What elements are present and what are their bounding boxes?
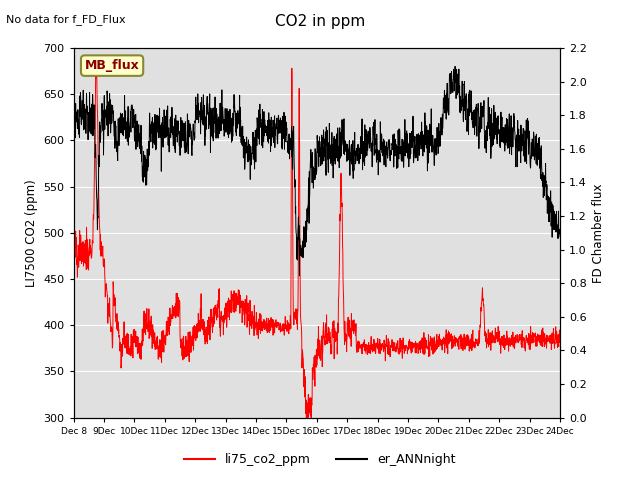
Y-axis label: FD Chamber flux: FD Chamber flux <box>593 183 605 283</box>
Y-axis label: LI7500 CO2 (ppm): LI7500 CO2 (ppm) <box>25 179 38 287</box>
Text: CO2 in ppm: CO2 in ppm <box>275 14 365 29</box>
Text: MB_flux: MB_flux <box>84 59 140 72</box>
Text: No data for f_FD_Flux: No data for f_FD_Flux <box>6 14 126 25</box>
Legend: li75_co2_ppm, er_ANNnight: li75_co2_ppm, er_ANNnight <box>179 448 461 471</box>
